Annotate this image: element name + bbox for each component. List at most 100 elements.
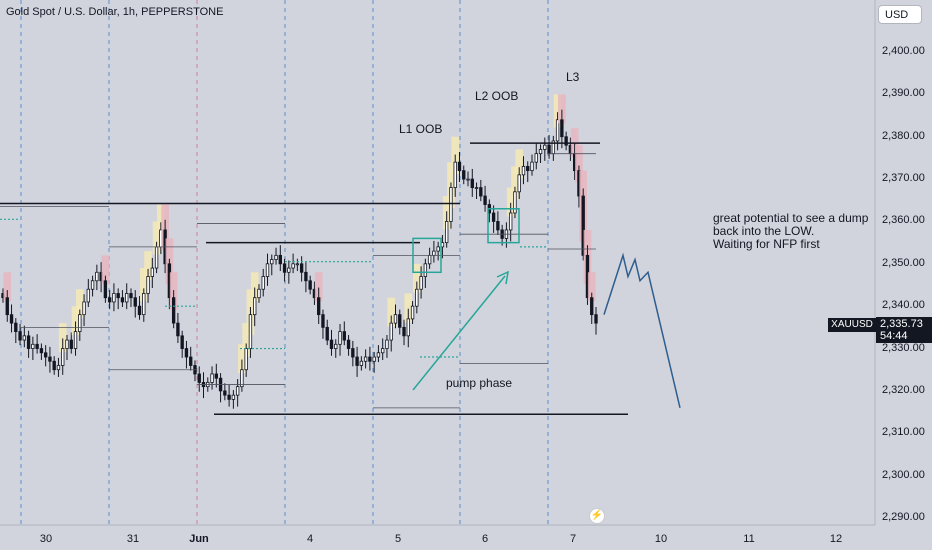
time-tick: 4 (306, 533, 314, 545)
candle-body (594, 314, 598, 324)
candle-highlight (587, 272, 596, 302)
candle-body (317, 297, 321, 316)
price-tick: 2,350.00 (882, 256, 925, 269)
candle-highlight (3, 272, 12, 302)
candle-body (543, 144, 547, 150)
candle-body (427, 254, 432, 265)
candle-body (14, 322, 18, 332)
candle-body (526, 165, 530, 172)
bar-countdown: 54:44 (880, 330, 908, 342)
candle-body (419, 276, 423, 290)
candle-body (513, 191, 517, 214)
candle-highlight (75, 289, 84, 319)
candle-highlight (250, 272, 259, 302)
candle-body (73, 331, 78, 349)
candle-body (103, 280, 108, 299)
candle-body (329, 339, 334, 349)
candle-highlight (387, 297, 396, 327)
candle-body (43, 352, 48, 358)
candle-body (235, 386, 240, 396)
candle-body (470, 178, 474, 188)
currency-button[interactable]: USD (878, 5, 922, 24)
candle-body (372, 356, 376, 362)
projection-path (603, 252, 681, 409)
candle-highlight (157, 204, 165, 234)
candle-body (538, 149, 543, 155)
candle-highlight (152, 221, 161, 255)
candle-body (31, 343, 35, 349)
price-tick: 2,330.00 (882, 341, 925, 354)
candle-body (491, 212, 496, 222)
candle-body (90, 280, 95, 290)
candle-body (210, 373, 214, 383)
candle-body (180, 335, 184, 349)
candle-body (355, 356, 359, 366)
candle-highlight (71, 306, 80, 336)
l3-label: L3 (566, 70, 580, 84)
candle-body (393, 314, 398, 324)
ob-box-l2 (487, 207, 520, 244)
candle-body (48, 356, 52, 362)
candle-highlight (558, 94, 566, 124)
candle-body (389, 322, 393, 341)
note-line: great potential to see a dump (713, 211, 869, 225)
candle-body (346, 339, 351, 349)
candle-body (227, 394, 231, 400)
time-tick: 10 (654, 533, 668, 545)
candle-body (325, 326, 329, 341)
candle-body (265, 263, 270, 277)
analysis-note: great potential to see a dump back into … (713, 212, 868, 251)
candle-body (291, 263, 295, 269)
candle-body (295, 263, 300, 266)
candle-body (257, 288, 261, 299)
candle-highlight (506, 187, 515, 217)
candle-body (466, 178, 470, 181)
candle-highlight (144, 251, 152, 281)
candle-body (406, 318, 410, 337)
last-price-tag: 2,335.73 54:44 (876, 317, 932, 343)
flash-icon[interactable]: ⚡ (589, 508, 605, 524)
candle-body (278, 254, 282, 265)
candle-body (176, 322, 180, 337)
pump-arrow-line (412, 275, 506, 391)
candle-body (423, 263, 428, 277)
pump-arrow-head (496, 270, 509, 285)
candle-body (436, 246, 440, 252)
price-axis-bg (875, 0, 932, 550)
candle-body (564, 136, 568, 146)
candle-highlight (511, 166, 519, 200)
candle-body (342, 331, 346, 341)
symbol-title: Gold Spot / U.S. Dollar, 1h, PEPPERSTONE (6, 6, 224, 18)
candle-body (95, 271, 99, 282)
candle-body (129, 293, 133, 299)
candle-body (22, 335, 27, 341)
candle-body (240, 369, 244, 388)
candle-body (107, 297, 112, 303)
price-tick: 2,370.00 (882, 172, 925, 185)
candle-body (154, 246, 159, 269)
price-tick: 2,310.00 (882, 426, 925, 439)
ob-box-l1 (412, 237, 442, 274)
candle-highlight (515, 149, 524, 179)
candle-body (338, 331, 342, 345)
candle-body (521, 165, 526, 176)
candle-body (321, 314, 325, 328)
candle-highlight (553, 94, 562, 128)
price-tick: 2,300.00 (882, 468, 925, 481)
candle-body (483, 195, 487, 205)
pump-phase-label: pump phase (446, 376, 513, 390)
candle-body (479, 187, 483, 197)
candle-body (137, 305, 142, 316)
price-tick: 2,360.00 (882, 214, 925, 227)
time-tick: 31 (126, 533, 140, 545)
candle-highlight (242, 323, 251, 357)
candle-body (69, 339, 73, 349)
candle-body (381, 348, 385, 354)
candle-highlight (412, 263, 421, 293)
candle-body (56, 365, 61, 371)
candle-body (142, 293, 146, 316)
candle-body (299, 263, 304, 273)
candle-highlight (314, 272, 323, 302)
